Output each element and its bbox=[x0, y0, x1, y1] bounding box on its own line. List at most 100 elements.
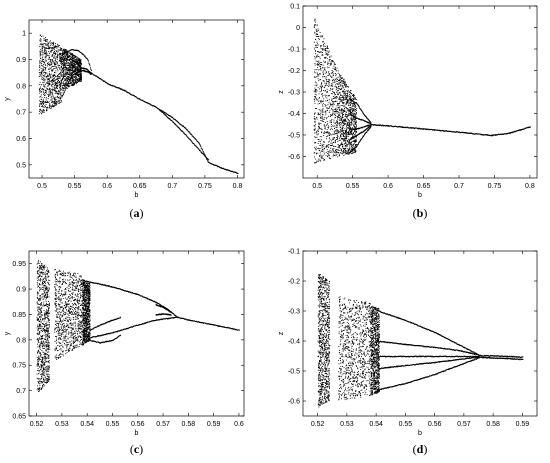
data-point bbox=[324, 159, 325, 160]
branch-point bbox=[107, 83, 109, 84]
data-point bbox=[337, 103, 339, 105]
data-point bbox=[337, 87, 339, 89]
data-point bbox=[41, 101, 43, 103]
data-point bbox=[348, 133, 350, 134]
data-point bbox=[70, 53, 72, 54]
data-point bbox=[326, 107, 328, 109]
data-point bbox=[342, 85, 344, 87]
data-point bbox=[316, 46, 318, 48]
data-point bbox=[322, 64, 324, 66]
data-point bbox=[328, 53, 330, 55]
data-point bbox=[343, 132, 345, 134]
data-point bbox=[347, 109, 349, 111]
data-point bbox=[331, 108, 332, 109]
bifurcation-branch bbox=[61, 49, 92, 71]
data-point bbox=[331, 134, 333, 136]
branch-point bbox=[68, 80, 70, 82]
data-point bbox=[76, 82, 77, 84]
data-point bbox=[55, 53, 57, 55]
data-point bbox=[65, 72, 67, 74]
data-point bbox=[316, 62, 318, 64]
data-point bbox=[50, 61, 52, 63]
data-point bbox=[60, 58, 61, 60]
data-point bbox=[339, 122, 341, 123]
data-point bbox=[346, 84, 347, 86]
data-point bbox=[341, 110, 343, 112]
data-point bbox=[335, 94, 337, 95]
data-point bbox=[335, 141, 336, 143]
data-point bbox=[345, 146, 347, 147]
data-point bbox=[330, 145, 331, 146]
data-point bbox=[323, 81, 325, 83]
branch-point bbox=[88, 61, 90, 63]
data-point bbox=[336, 121, 337, 123]
branch-point bbox=[361, 138, 363, 140]
data-point bbox=[61, 78, 63, 80]
data-point bbox=[322, 54, 323, 56]
data-point bbox=[52, 74, 54, 76]
data-point bbox=[340, 105, 342, 106]
data-point bbox=[65, 78, 67, 79]
data-point bbox=[56, 86, 58, 88]
data-point bbox=[45, 59, 47, 61]
data-point bbox=[355, 131, 357, 133]
data-point bbox=[320, 150, 322, 152]
data-point bbox=[61, 85, 63, 86]
data-point bbox=[340, 152, 342, 154]
data-point bbox=[68, 86, 69, 87]
data-point bbox=[66, 53, 68, 54]
data-point bbox=[43, 103, 44, 105]
data-point bbox=[62, 77, 63, 79]
branch-point bbox=[364, 120, 366, 122]
data-point bbox=[74, 76, 76, 78]
data-point bbox=[39, 90, 41, 92]
data-point bbox=[313, 129, 315, 131]
data-point bbox=[317, 128, 319, 130]
data-point bbox=[41, 96, 43, 98]
data-point bbox=[330, 63, 332, 64]
data-point bbox=[47, 47, 49, 49]
data-point bbox=[43, 100, 44, 102]
data-point bbox=[333, 149, 334, 151]
data-point bbox=[343, 81, 344, 83]
data-point bbox=[318, 126, 319, 127]
data-point bbox=[54, 51, 56, 53]
branch-point bbox=[168, 118, 170, 119]
data-point bbox=[322, 95, 324, 96]
data-point bbox=[77, 74, 79, 76]
data-point bbox=[71, 61, 73, 62]
data-point bbox=[329, 95, 330, 97]
data-point bbox=[347, 145, 348, 147]
data-point bbox=[64, 84, 66, 86]
data-point bbox=[41, 89, 43, 90]
data-point bbox=[65, 62, 66, 64]
data-point bbox=[78, 59, 80, 61]
data-point bbox=[316, 133, 318, 135]
data-point bbox=[47, 47, 49, 49]
data-point bbox=[343, 140, 344, 142]
data-point bbox=[327, 107, 329, 109]
data-point bbox=[63, 52, 64, 54]
data-point bbox=[337, 150, 339, 151]
data-point bbox=[342, 129, 343, 131]
data-point bbox=[52, 91, 53, 93]
data-point bbox=[71, 53, 73, 55]
data-point bbox=[49, 94, 51, 96]
data-point bbox=[324, 77, 326, 79]
data-point bbox=[340, 110, 342, 112]
data-point bbox=[60, 80, 62, 82]
data-point bbox=[331, 114, 332, 116]
data-point bbox=[52, 69, 54, 71]
data-point bbox=[73, 65, 75, 67]
data-point bbox=[337, 109, 338, 110]
data-point bbox=[65, 81, 67, 83]
branch-point bbox=[359, 132, 361, 134]
data-point bbox=[315, 98, 317, 100]
data-point bbox=[321, 83, 322, 85]
data-point bbox=[333, 142, 335, 143]
branch-point bbox=[63, 93, 64, 95]
data-point bbox=[44, 85, 46, 87]
data-point bbox=[339, 114, 340, 116]
data-point bbox=[52, 94, 54, 96]
data-point bbox=[41, 113, 43, 115]
